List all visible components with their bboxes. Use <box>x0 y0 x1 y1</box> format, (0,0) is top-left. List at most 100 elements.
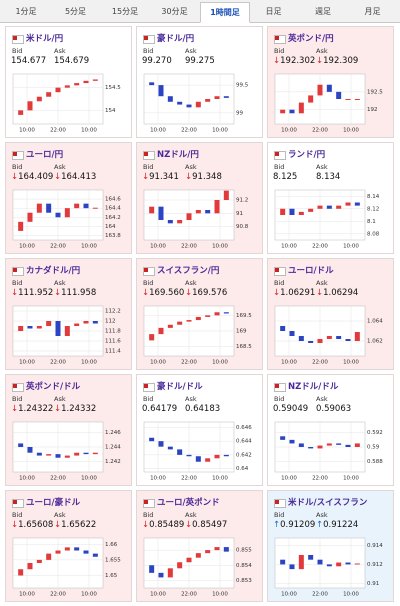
y-tick-label: 0.912 <box>367 562 383 568</box>
ask-label: Ask <box>316 279 328 287</box>
timeframe-tab[interactable]: 15分足 <box>111 7 139 16</box>
y-tick-label: 0.855 <box>236 548 252 554</box>
x-tick-label: 22:00 <box>312 592 328 598</box>
flag-icon <box>12 35 24 44</box>
rate-card[interactable]: カナダドル/円 Bid Ask ↓111.952 ↓111.958 112.2 112 111… <box>5 258 132 370</box>
timeframe-tab[interactable]: 週足 <box>315 7 331 16</box>
x-tick-label: 10:00 <box>150 360 166 366</box>
rate-card[interactable]: スイスフラン/円 Bid Ask ↓169.560 ↓169.576 169.5 169 16… <box>136 258 263 370</box>
candle <box>36 203 42 213</box>
x-tick-label: 10:00 <box>343 592 359 598</box>
ask-number: 0.85497 <box>192 520 228 530</box>
ask-value: 0.64183 <box>185 404 220 414</box>
candle <box>354 332 360 341</box>
rate-card[interactable]: NZドル/ドル Bid Ask 0.59049 0.59063 0.592 0.59 0.58… <box>267 374 394 486</box>
x-tick-label: 10:00 <box>19 244 35 250</box>
y-tick-label: 91 <box>236 211 243 217</box>
rate-card[interactable]: 英ポンド/円 Bid Ask ↓192.302 ↓192.309 192.5 192 10:0… <box>267 26 394 138</box>
timeframe-tab[interactable]: 月足 <box>364 7 381 16</box>
candle <box>167 96 173 102</box>
y-tick-label: 8.12 <box>367 206 379 212</box>
trend-arrow: ↑ <box>316 520 324 530</box>
y-tick-label: 8.08 <box>367 231 380 237</box>
candle <box>92 321 98 324</box>
candle <box>74 452 80 456</box>
trend-arrow: ↓ <box>54 172 62 182</box>
candle <box>158 85 164 97</box>
candle <box>177 449 183 455</box>
timeframe-tab[interactable]: 日足 <box>265 7 282 16</box>
trend-arrow: ↓ <box>316 56 324 66</box>
trend-arrow: ↓ <box>142 520 150 530</box>
mini-chart: 1.66 1.655 1.65 10:00 22:00 10:00 <box>12 537 121 598</box>
rate-card[interactable]: NZドル/円 Bid Ask ↓91.341 ↓91.348 91.2 91 90.8 10:0… <box>136 142 263 254</box>
y-tick-label: 163.8 <box>105 233 121 239</box>
x-tick-label: 22:00 <box>50 592 66 598</box>
rate-card[interactable]: 豪ドル/円 Bid Ask 99.270 99.275 99.5 99 10:00 22:00 1… <box>136 26 263 138</box>
bid-number: 8.125 <box>273 172 298 182</box>
y-tick-label: 0.592 <box>367 430 383 436</box>
ask-number: 0.64183 <box>185 404 221 414</box>
candle <box>214 96 220 99</box>
x-tick-label: 10:00 <box>19 360 35 366</box>
x-tick-label: 10:00 <box>19 476 35 482</box>
rate-card[interactable]: ランド/円 Bid Ask 8.125 8.134 8.14 8.12 8.1 8.08 10:0… <box>267 142 394 254</box>
candle <box>74 83 80 86</box>
candle <box>298 102 304 114</box>
timeframe-tab[interactable]: 5分足 <box>64 7 87 16</box>
x-tick-label: 22:00 <box>50 128 66 134</box>
candle <box>18 110 24 115</box>
ask-label: Ask <box>316 511 328 519</box>
candle <box>326 564 332 567</box>
x-tick-label: 22:00 <box>181 244 197 250</box>
candle <box>92 207 98 209</box>
ask-label: Ask <box>54 47 66 55</box>
x-tick-label: 10:00 <box>212 592 228 598</box>
rate-card[interactable]: 米ドル/円 Bid Ask 154.677 154.679 154.5 154 10:00 22… <box>5 26 132 138</box>
rate-card[interactable]: ユーロ/英ポンド Bid Ask ↓0.85489 ↓0.85497 0.855 0.854… <box>136 490 263 602</box>
x-tick-label: 10:00 <box>281 360 297 366</box>
ask-number: 154.679 <box>54 56 90 66</box>
x-tick-label: 10:00 <box>212 128 228 134</box>
candle <box>64 208 70 218</box>
rate-card[interactable]: 英ポンド/ドル Bid Ask ↓1.24322 ↓1.24332 1.246 1.244 1… <box>5 374 132 486</box>
rate-card[interactable]: ユーロ/ドル Bid Ask ↓1.06291 ↓1.06294 1.064 1.062 10… <box>267 258 394 370</box>
candle <box>308 341 314 343</box>
x-tick-label: 10:00 <box>81 244 97 250</box>
bid-label: Bid <box>12 163 23 171</box>
y-tick-label: 1.246 <box>105 430 121 436</box>
candle <box>354 563 360 565</box>
rate-card[interactable]: ユーロ/豪ドル Bid Ask ↓1.65608 ↓1.65622 1.66 1.655 1.… <box>5 490 132 602</box>
x-tick-label: 10:00 <box>81 476 97 482</box>
candle <box>74 547 80 551</box>
candle <box>92 79 98 81</box>
flag-icon <box>12 383 24 392</box>
timeframe-tab[interactable]: 30分足 <box>161 7 188 16</box>
trend-arrow: ↓ <box>11 520 19 530</box>
bid-label: Bid <box>274 395 285 403</box>
candle <box>27 212 33 222</box>
trend-arrow: ↓ <box>11 404 19 414</box>
ask-number: 0.59063 <box>316 404 352 414</box>
timeframe-tab[interactable]: 1時間足 <box>200 2 250 23</box>
flag-icon <box>143 267 155 276</box>
candle <box>149 565 155 573</box>
candle <box>308 554 314 560</box>
candle <box>186 104 192 108</box>
candle <box>280 436 286 440</box>
rate-card[interactable]: 豪ドル/ドル Bid Ask 0.64179 0.64183 0.646 0.644 0.64… <box>136 374 263 486</box>
pair-name: ユーロ/ドル <box>288 266 334 276</box>
candle <box>317 559 323 565</box>
rate-card[interactable]: 米ドル/スイスフラン Bid Ask ↑0.91209 ↑0.91224 0.914 0.9… <box>267 490 394 602</box>
candle <box>298 336 304 341</box>
y-tick-label: 0.64 <box>236 466 249 472</box>
y-tick-label: 192 <box>367 107 378 113</box>
y-tick-label: 1.655 <box>105 557 121 563</box>
timeframe-tab[interactable]: 1分足 <box>15 7 37 16</box>
candle <box>223 96 229 98</box>
rate-card[interactable]: ユーロ/円 Bid Ask ↓164.409 ↓164.413 164.6 164.4 164… <box>5 142 132 254</box>
ask-value: ↑0.91224 <box>316 520 358 530</box>
ask-label: Ask <box>185 47 197 55</box>
ask-value: 99.275 <box>185 56 215 66</box>
mini-chart: 0.914 0.912 0.91 10:00 22:00 10:00 <box>274 537 383 598</box>
